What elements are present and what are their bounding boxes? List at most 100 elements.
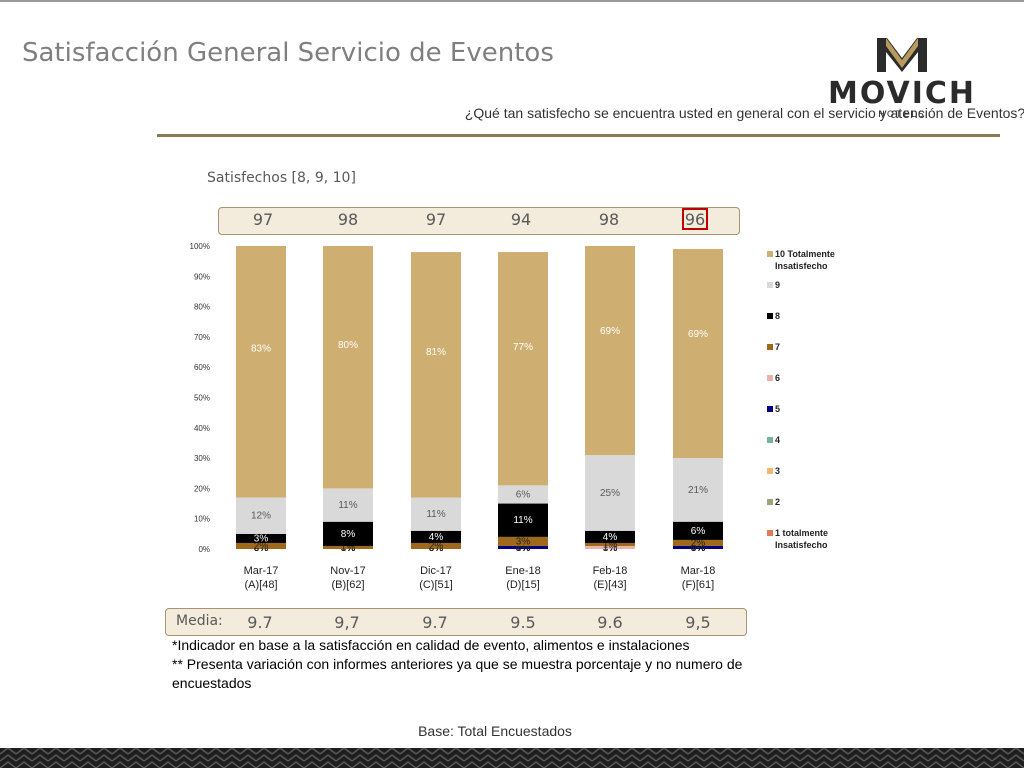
survey-question-text: ¿Qué tan satisfecho se encuentra usted e… <box>464 105 1024 121</box>
data-label: 3% <box>254 533 269 544</box>
x-tick-sublabel: (F)[61] <box>682 579 714 591</box>
footnote-2: ** Presenta variación con informes anter… <box>172 656 743 691</box>
data-label: 6% <box>691 526 706 537</box>
data-label: 11% <box>426 509 445 520</box>
data-label: 2% <box>691 538 706 549</box>
summary-value: 96 <box>684 210 706 229</box>
decorative-footer-band <box>0 748 1024 768</box>
legend-label: 9 <box>775 280 781 290</box>
x-tick-sublabel: (B)[62] <box>331 579 364 591</box>
legend-swatch <box>767 375 773 381</box>
bar-segment <box>673 249 723 459</box>
data-label: 2% <box>429 541 444 552</box>
legend-label: 7 <box>775 342 781 352</box>
mean-value: 9.7 <box>422 613 448 632</box>
legend-swatch <box>767 251 773 257</box>
data-label: 3% <box>516 536 531 547</box>
y-tick-label: 90% <box>194 272 210 281</box>
mean-band <box>165 608 747 636</box>
legend-swatch <box>767 344 773 350</box>
x-tick-sublabel: (A)[48] <box>244 579 277 591</box>
summary-label: Satisfechos [8, 9, 10] <box>207 170 356 186</box>
bar-segment <box>585 530 635 543</box>
data-label: 81% <box>426 347 446 358</box>
data-label: 0% <box>516 543 531 554</box>
bar-segment <box>411 530 461 543</box>
x-tick-label: Dic-17 <box>420 565 452 577</box>
legend-swatch <box>767 313 773 319</box>
data-label: 0% <box>691 543 706 554</box>
bar-segment <box>323 521 373 546</box>
y-tick-label: 40% <box>194 424 210 433</box>
legend-swatch <box>767 530 773 536</box>
legend-label: 10 Totalmente Insatisfecho <box>775 249 835 271</box>
data-label: 11% <box>338 500 357 511</box>
legend-label: 1 totalmente Insatisfecho <box>775 528 829 550</box>
data-label: 21% <box>688 485 708 496</box>
data-label: 69% <box>600 326 620 337</box>
data-label: 4% <box>603 532 618 543</box>
legend-swatch <box>767 499 773 505</box>
bar-segment <box>236 542 286 549</box>
x-tick-sublabel: (E)[43] <box>593 579 626 591</box>
data-label: 1% <box>516 542 531 553</box>
data-label: 11% <box>513 515 532 526</box>
mean-value: 9,5 <box>685 613 711 632</box>
bar-segment <box>498 252 548 486</box>
x-tick-sublabel: (D)[15] <box>506 579 540 591</box>
summary-value: 97 <box>252 210 274 229</box>
legend-swatch <box>767 437 773 443</box>
y-tick-label: 70% <box>194 333 210 342</box>
legend-label: 3 <box>775 466 781 476</box>
data-label: 1% <box>691 542 706 553</box>
summary-value: 98 <box>337 210 359 229</box>
bar-segment <box>498 536 548 546</box>
bar-segment <box>236 533 286 543</box>
bar-segment <box>585 545 635 549</box>
bar-segment <box>236 497 286 534</box>
bar-segment <box>585 246 635 456</box>
mean-value: 9.6 <box>597 613 623 632</box>
footnotes: *Indicador en base a la satisfacción en … <box>172 636 772 693</box>
data-label: 83% <box>251 344 271 355</box>
top-rule <box>0 0 1024 2</box>
bar-segment <box>411 542 461 549</box>
y-tick-label: 50% <box>194 394 210 403</box>
legend-label: 2 <box>775 497 781 507</box>
bar-segment <box>673 539 723 546</box>
data-label: 1% <box>603 539 618 550</box>
y-tick-label: 0% <box>198 545 210 554</box>
bar-segment <box>673 458 723 522</box>
bar-segment <box>673 521 723 540</box>
legend-label: 4 <box>775 435 781 445</box>
logo-subtext: HOTELS <box>878 110 926 120</box>
page-title: Satisfacción General Servicio de Eventos <box>22 38 554 68</box>
data-label: 80% <box>338 340 358 351</box>
x-tick-label: Ene-18 <box>505 565 540 577</box>
bar-segment <box>498 545 548 549</box>
bar-segment <box>323 246 373 489</box>
bar-segment <box>236 246 286 498</box>
x-tick-label: Mar-18 <box>681 565 716 577</box>
highlight-box <box>682 208 708 230</box>
y-tick-label: 80% <box>194 303 210 312</box>
summary-value: 97 <box>425 210 447 229</box>
summary-value: 98 <box>598 210 620 229</box>
bar-segment <box>411 497 461 531</box>
legend-swatch <box>767 468 773 474</box>
bar-segment <box>323 545 373 549</box>
header-rule <box>157 134 1000 137</box>
movich-logo: MOVICH HOTELS <box>812 34 992 124</box>
y-tick-label: 30% <box>194 454 210 463</box>
y-tick-label: 10% <box>194 515 210 524</box>
data-label: 77% <box>513 342 533 353</box>
bar-segment <box>323 488 373 522</box>
legend-label: 8 <box>775 311 781 321</box>
mean-value: 9.5 <box>510 613 536 632</box>
data-label: 4% <box>429 532 444 543</box>
data-label: 8% <box>341 529 356 540</box>
legend-swatch <box>767 282 773 288</box>
y-tick-label: 60% <box>194 363 210 372</box>
y-tick-label: 20% <box>194 484 210 493</box>
